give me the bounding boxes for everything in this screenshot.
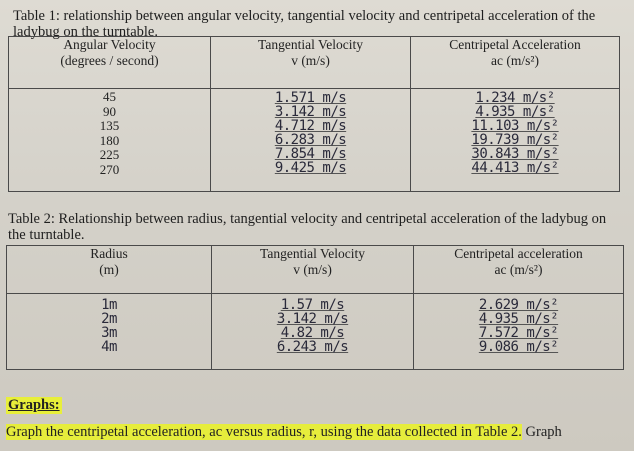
angular-value: 180 [99, 132, 120, 148]
table2-radius-column: 1m 2m 3m 4m [6, 293, 212, 370]
handwritten-tangential: 9.425 m/s [274, 160, 347, 176]
header-line1: Tangential Velocity [260, 246, 365, 261]
header-line2: (degrees / second) [60, 53, 159, 68]
graph-instruction-highlighted: Graph the centripetal acceleration, ac v… [6, 424, 522, 440]
handwritten-tangential: 4.712 m/s [274, 118, 347, 134]
handwritten-radius: 1m [101, 297, 117, 313]
header-line2: (m) [99, 262, 119, 277]
table1-centripetal-column: 1.234 m/s² 4.935 m/s² 11.103 m/s² 19.739… [410, 88, 620, 192]
header-line2: ac (m/s²) [494, 262, 543, 277]
table1-header-tangential: Tangential Velocity v (m/s) [210, 36, 411, 89]
table2: Radius (m) Tangential Velocity v (m/s) C… [6, 245, 624, 370]
table1-tangential-column: 1.571 m/s 3.142 m/s 4.712 m/s 6.283 m/s … [210, 88, 411, 192]
graph-instruction: Graph the centripetal acceleration, ac v… [6, 424, 562, 441]
handwritten-centripetal: 44.413 m/s² [471, 160, 559, 176]
table2-header-tangential: Tangential Velocity v (m/s) [211, 245, 414, 294]
handwritten-centripetal: 11.103 m/s² [471, 118, 559, 134]
handwritten-centripetal: 4.935 m/s² [475, 104, 555, 120]
table1-angular-column: 45 90 135 180 225 270 [8, 88, 211, 192]
graph-instruction-rest: Graph [521, 424, 562, 440]
table2-data-row: 1m 2m 3m 4m 1.57 m/s 3.142 m/s 4.82 m/s … [6, 293, 624, 370]
handwritten-centripetal: 9.086 m/s² [478, 339, 559, 355]
handwritten-tangential: 4.82 m/s [280, 325, 345, 341]
header-line1: Angular Velocity [63, 37, 156, 52]
header-line1: Centripetal Acceleration [449, 37, 581, 52]
table2-centripetal-column: 2.629 m/s² 4.935 m/s² 7.572 m/s² 9.086 m… [413, 293, 624, 370]
graphs-heading: Graphs: [6, 397, 62, 414]
handwritten-tangential: 1.57 m/s [280, 297, 345, 313]
header-line1: Radius [90, 246, 128, 261]
table2-header-radius: Radius (m) [6, 245, 212, 294]
angular-value: 90 [103, 103, 116, 119]
header-line1: Centripetal acceleration [454, 246, 583, 261]
table1: Angular Velocity (degrees / second) Tang… [8, 36, 620, 192]
angular-value: 135 [99, 118, 120, 133]
handwritten-tangential: 7.854 m/s [274, 146, 347, 162]
handwritten-tangential: 1.571 m/s [274, 90, 347, 106]
handwritten-tangential: 6.283 m/s [274, 132, 347, 148]
table1-header-row: Angular Velocity (degrees / second) Tang… [8, 36, 620, 89]
table2-tangential-column: 1.57 m/s 3.142 m/s 4.82 m/s 6.243 m/s [211, 293, 414, 370]
header-line2: v (m/s) [291, 53, 330, 68]
angular-value: 270 [99, 161, 120, 177]
handwritten-radius: 4m [101, 339, 117, 355]
handwritten-tangential: 3.142 m/s [276, 311, 349, 327]
handwritten-tangential: 3.142 m/s [274, 104, 347, 120]
handwritten-centripetal: 2.629 m/s² [478, 297, 559, 313]
handwritten-centripetal: 1.234 m/s² [475, 90, 555, 106]
angular-value: 225 [99, 147, 120, 162]
handwritten-centripetal: 7.572 m/s² [478, 325, 559, 341]
handwritten-radius: 2m [101, 311, 117, 327]
angular-value: 45 [103, 89, 116, 104]
handwritten-centripetal: 19.739 m/s² [471, 132, 559, 148]
header-line1: Tangential Velocity [258, 37, 363, 52]
header-line2: v (m/s) [293, 262, 332, 277]
table1-header-angular: Angular Velocity (degrees / second) [8, 36, 211, 89]
table1-data-row: 45 90 135 180 225 270 1.571 m/s 3.142 m/… [8, 88, 620, 192]
table2-caption: Table 2: Relationship between radius, ta… [8, 211, 607, 243]
handwritten-centripetal: 30.843 m/s² [471, 146, 559, 162]
table2-header-row: Radius (m) Tangential Velocity v (m/s) C… [6, 245, 624, 294]
table2-header-centripetal: Centripetal acceleration ac (m/s²) [413, 245, 624, 294]
header-line2: ac (m/s²) [491, 53, 539, 68]
table1-header-centripetal: Centripetal Acceleration ac (m/s²) [410, 36, 620, 89]
handwritten-tangential: 6.243 m/s [276, 339, 349, 355]
handwritten-radius: 3m [101, 325, 117, 341]
handwritten-centripetal: 4.935 m/s² [478, 311, 559, 327]
